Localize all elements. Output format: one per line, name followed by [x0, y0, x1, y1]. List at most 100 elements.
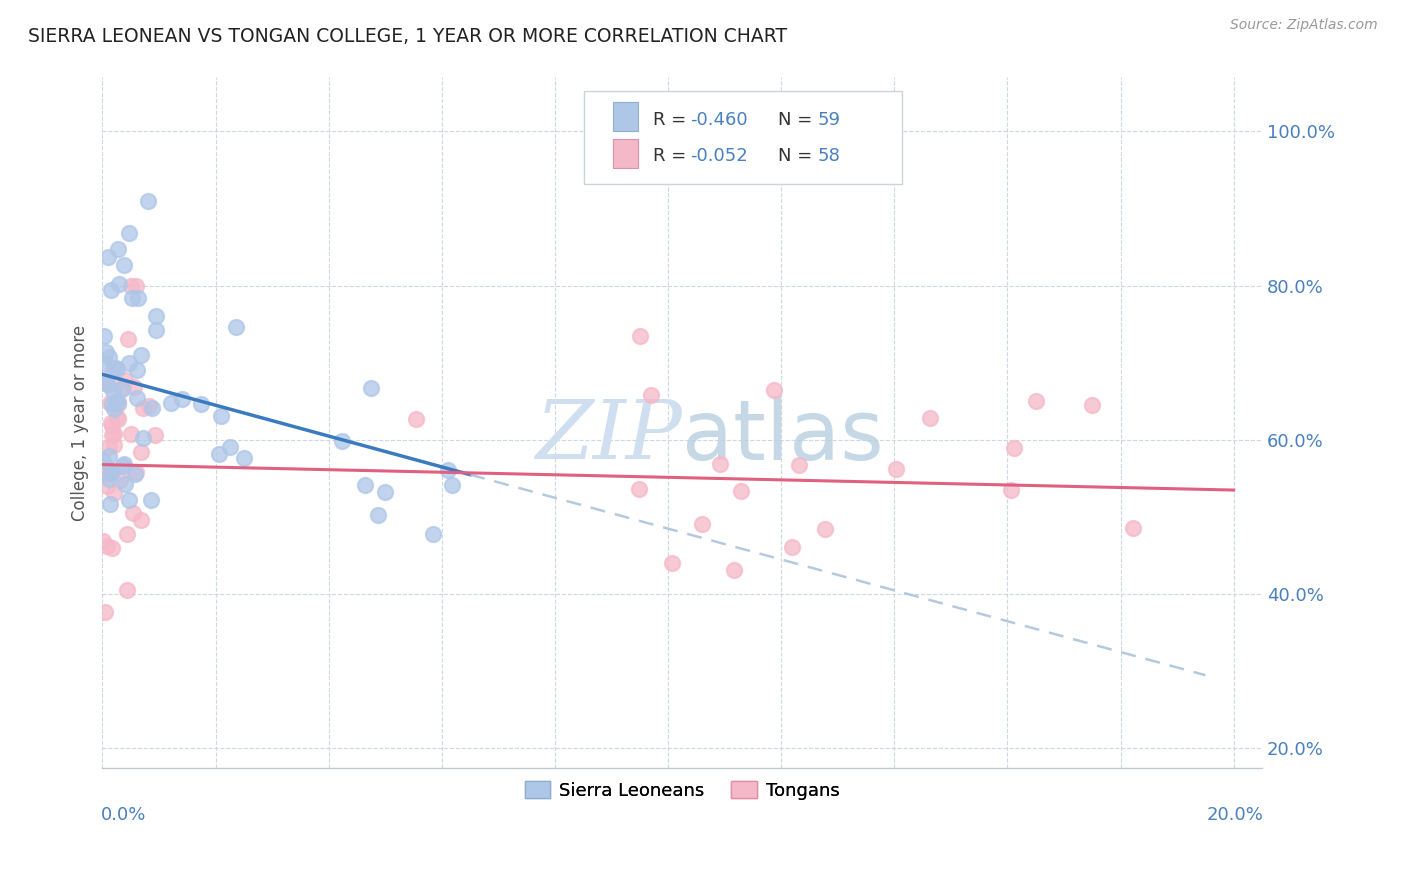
Text: N =: N =	[779, 111, 818, 128]
Point	[98, 497, 121, 511]
Point	[100, 466, 122, 480]
Point	[100, 283, 122, 297]
Text: 59: 59	[818, 111, 841, 128]
Point	[118, 492, 141, 507]
Point	[145, 323, 167, 337]
Point	[97, 449, 120, 463]
Point	[121, 291, 143, 305]
Point	[107, 411, 129, 425]
Point	[98, 378, 121, 392]
Point	[763, 384, 786, 398]
Point	[97, 440, 120, 454]
Point	[170, 392, 193, 406]
Point	[143, 428, 166, 442]
Point	[101, 465, 124, 479]
Point	[112, 457, 135, 471]
Point	[132, 401, 155, 415]
Point	[780, 541, 803, 555]
Point	[120, 426, 142, 441]
Point	[218, 440, 240, 454]
Point	[208, 447, 231, 461]
Point	[91, 454, 114, 468]
Point	[129, 348, 152, 362]
Point	[104, 393, 127, 408]
Point	[640, 388, 662, 402]
Point	[101, 397, 124, 411]
Point	[367, 508, 389, 522]
Point	[628, 328, 651, 343]
Point	[97, 472, 120, 486]
Point	[115, 526, 138, 541]
Point	[190, 397, 212, 411]
Point	[814, 522, 837, 536]
Point	[139, 493, 162, 508]
Point	[105, 410, 128, 425]
Point	[209, 409, 232, 423]
Text: 58: 58	[818, 147, 841, 165]
Point	[918, 410, 941, 425]
Point	[122, 506, 145, 520]
Point	[107, 362, 129, 376]
Legend: Sierra Leoneans, Tongans: Sierra Leoneans, Tongans	[517, 773, 846, 807]
Point	[1025, 394, 1047, 409]
Text: SIERRA LEONEAN VS TONGAN COLLEGE, 1 YEAR OR MORE CORRELATION CHART: SIERRA LEONEAN VS TONGAN COLLEGE, 1 YEAR…	[28, 27, 787, 45]
Point	[107, 243, 129, 257]
Point	[111, 382, 134, 396]
Point	[1000, 483, 1022, 498]
Point	[100, 417, 122, 431]
Point	[131, 445, 153, 459]
Point	[112, 381, 135, 395]
Point	[884, 462, 907, 476]
Point	[117, 332, 139, 346]
Bar	[613, 139, 638, 168]
Point	[125, 391, 148, 405]
Point	[101, 541, 124, 555]
Point	[125, 278, 148, 293]
Point	[103, 438, 125, 452]
Point	[1002, 441, 1025, 455]
Point	[91, 534, 114, 549]
Text: -0.460: -0.460	[690, 111, 748, 128]
Point	[405, 412, 427, 426]
Point	[160, 396, 183, 410]
Point	[103, 486, 125, 500]
Point	[100, 428, 122, 442]
Point	[422, 527, 444, 541]
Point	[723, 563, 745, 577]
Point	[94, 357, 117, 371]
Point	[94, 345, 117, 359]
Point	[360, 381, 382, 395]
Point	[138, 399, 160, 413]
Point	[98, 350, 121, 364]
Point	[101, 418, 124, 433]
Point	[127, 291, 149, 305]
Point	[330, 434, 353, 449]
Point	[141, 401, 163, 415]
Point	[1122, 521, 1144, 535]
Point	[103, 427, 125, 442]
Point	[114, 373, 136, 387]
Point	[96, 479, 118, 493]
Point	[374, 485, 396, 500]
Point	[440, 478, 463, 492]
Point	[110, 473, 132, 487]
Point	[104, 360, 127, 375]
Text: N =: N =	[779, 147, 818, 165]
Point	[692, 516, 714, 531]
Point	[124, 467, 146, 482]
Point	[120, 278, 142, 293]
Point	[96, 539, 118, 553]
Point	[115, 582, 138, 597]
Point	[132, 431, 155, 445]
Point	[627, 483, 650, 497]
Point	[101, 384, 124, 399]
Point	[94, 606, 117, 620]
Bar	[613, 103, 638, 131]
Text: Source: ZipAtlas.com: Source: ZipAtlas.com	[1230, 18, 1378, 32]
Text: ZIP: ZIP	[536, 396, 682, 476]
Point	[118, 356, 141, 370]
Point	[107, 397, 129, 411]
Point	[730, 484, 752, 499]
Text: -0.052: -0.052	[690, 147, 748, 165]
Text: atlas: atlas	[682, 396, 884, 477]
